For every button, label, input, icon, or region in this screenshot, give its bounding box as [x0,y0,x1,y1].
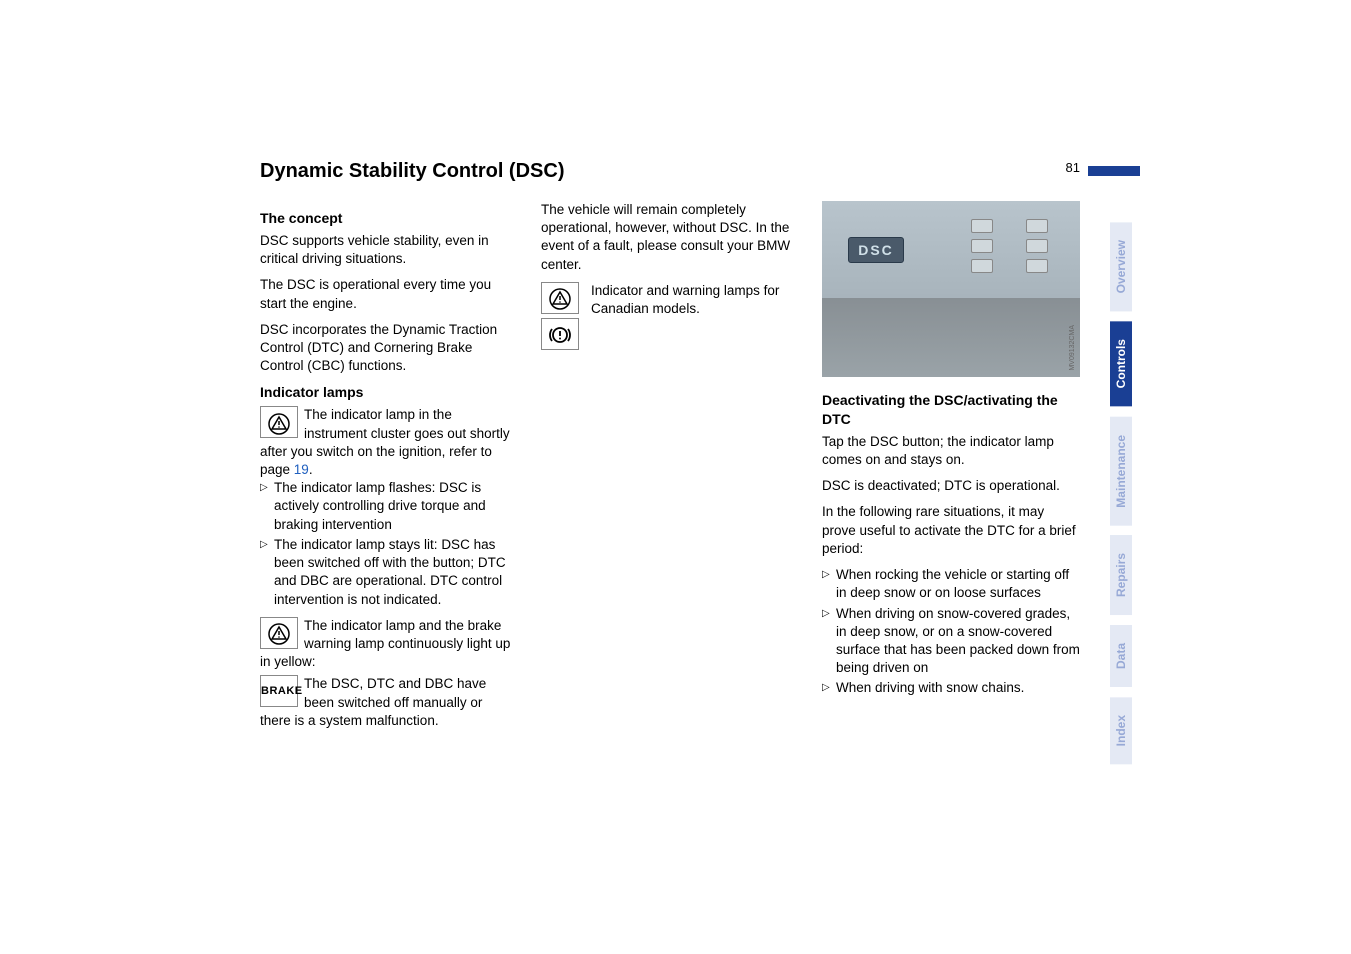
heading-concept: The concept [260,209,515,228]
indicator-lamp-block-2: The indicator lamp and the brake warning… [260,617,515,672]
warning-triangle-icon [260,617,298,649]
tab-overview[interactable]: Overview [1110,222,1132,311]
tab-maintenance[interactable]: Maintenance [1110,417,1132,526]
indicator-text-1b: . [309,462,313,477]
col2-p1: The vehicle will remain completely opera… [541,201,796,274]
concept-p3: DSC incorporates the Dynamic Traction Co… [260,321,515,376]
brake-lamp-block: BRAKE The DSC, DTC and DBC have been swi… [260,675,515,730]
page-ref-19[interactable]: 19 [294,462,309,477]
indicator-bullets: The indicator lamp flashes: DSC is activ… [260,479,515,609]
indicator-bullet-2: The indicator lamp stays lit: DSC has be… [260,536,515,609]
column-1: The concept DSC supports vehicle stabili… [260,201,515,730]
tab-data[interactable]: Data [1110,625,1132,687]
dtc-bullet-3: When driving with snow chains. [822,679,1080,697]
dtc-bullet-1: When rocking the vehicle or starting off… [822,566,1080,602]
column-2: The vehicle will remain completely opera… [541,201,796,730]
concept-p1: DSC supports vehicle stability, even in … [260,232,515,268]
canadian-lamp-block: Indicator and warning lamps for Canadian… [541,282,796,350]
photo-controls [954,219,1064,279]
dtc-bullet-2: When driving on snow-covered grades, in … [822,605,1080,678]
dsc-button-photo: DSC MV09132CMA [822,201,1080,377]
indicator-bullet-1: The indicator lamp flashes: DSC is activ… [260,479,515,534]
col3-p1: Tap the DSC button; the indicator lamp c… [822,433,1080,469]
column-3: DSC MV09132CMA Deactivating the DSC/acti… [822,201,1080,730]
tab-controls[interactable]: Controls [1110,321,1132,406]
brake-warning-icon [541,318,579,350]
col3-p2: DSC is deactivated; DTC is operational. [822,477,1080,495]
dtc-bullets: When rocking the vehicle or starting off… [822,566,1080,698]
photo-code: MV09132CMA [1068,325,1077,371]
manual-page: 81 Dynamic Stability Control (DSC) The c… [260,160,1080,730]
page-marker [1088,166,1140,176]
heading-indicator-lamps: Indicator lamps [260,383,515,402]
content-columns: The concept DSC supports vehicle stabili… [260,201,1080,730]
warning-triangle-icon [260,406,298,438]
warning-triangle-icon [541,282,579,314]
indicator-lamp-block-1: The indicator lamp in the instrument clu… [260,406,515,479]
page-number: 81 [1066,160,1080,175]
page-title: Dynamic Stability Control (DSC) [260,160,1080,183]
brake-icon: BRAKE [260,675,298,707]
col3-p3: In the following rare situations, it may… [822,503,1080,558]
tab-index[interactable]: Index [1110,697,1132,764]
concept-p2: The DSC is operational every time you st… [260,276,515,312]
canadian-text: Indicator and warning lamps for Canadian… [591,283,779,316]
heading-deactivating: Deactivating the DSC/activating the DTC [822,391,1080,429]
side-tabs: Overview Controls Maintenance Repairs Da… [1110,222,1136,775]
dsc-button-label: DSC [848,237,904,263]
tab-repairs[interactable]: Repairs [1110,535,1132,615]
